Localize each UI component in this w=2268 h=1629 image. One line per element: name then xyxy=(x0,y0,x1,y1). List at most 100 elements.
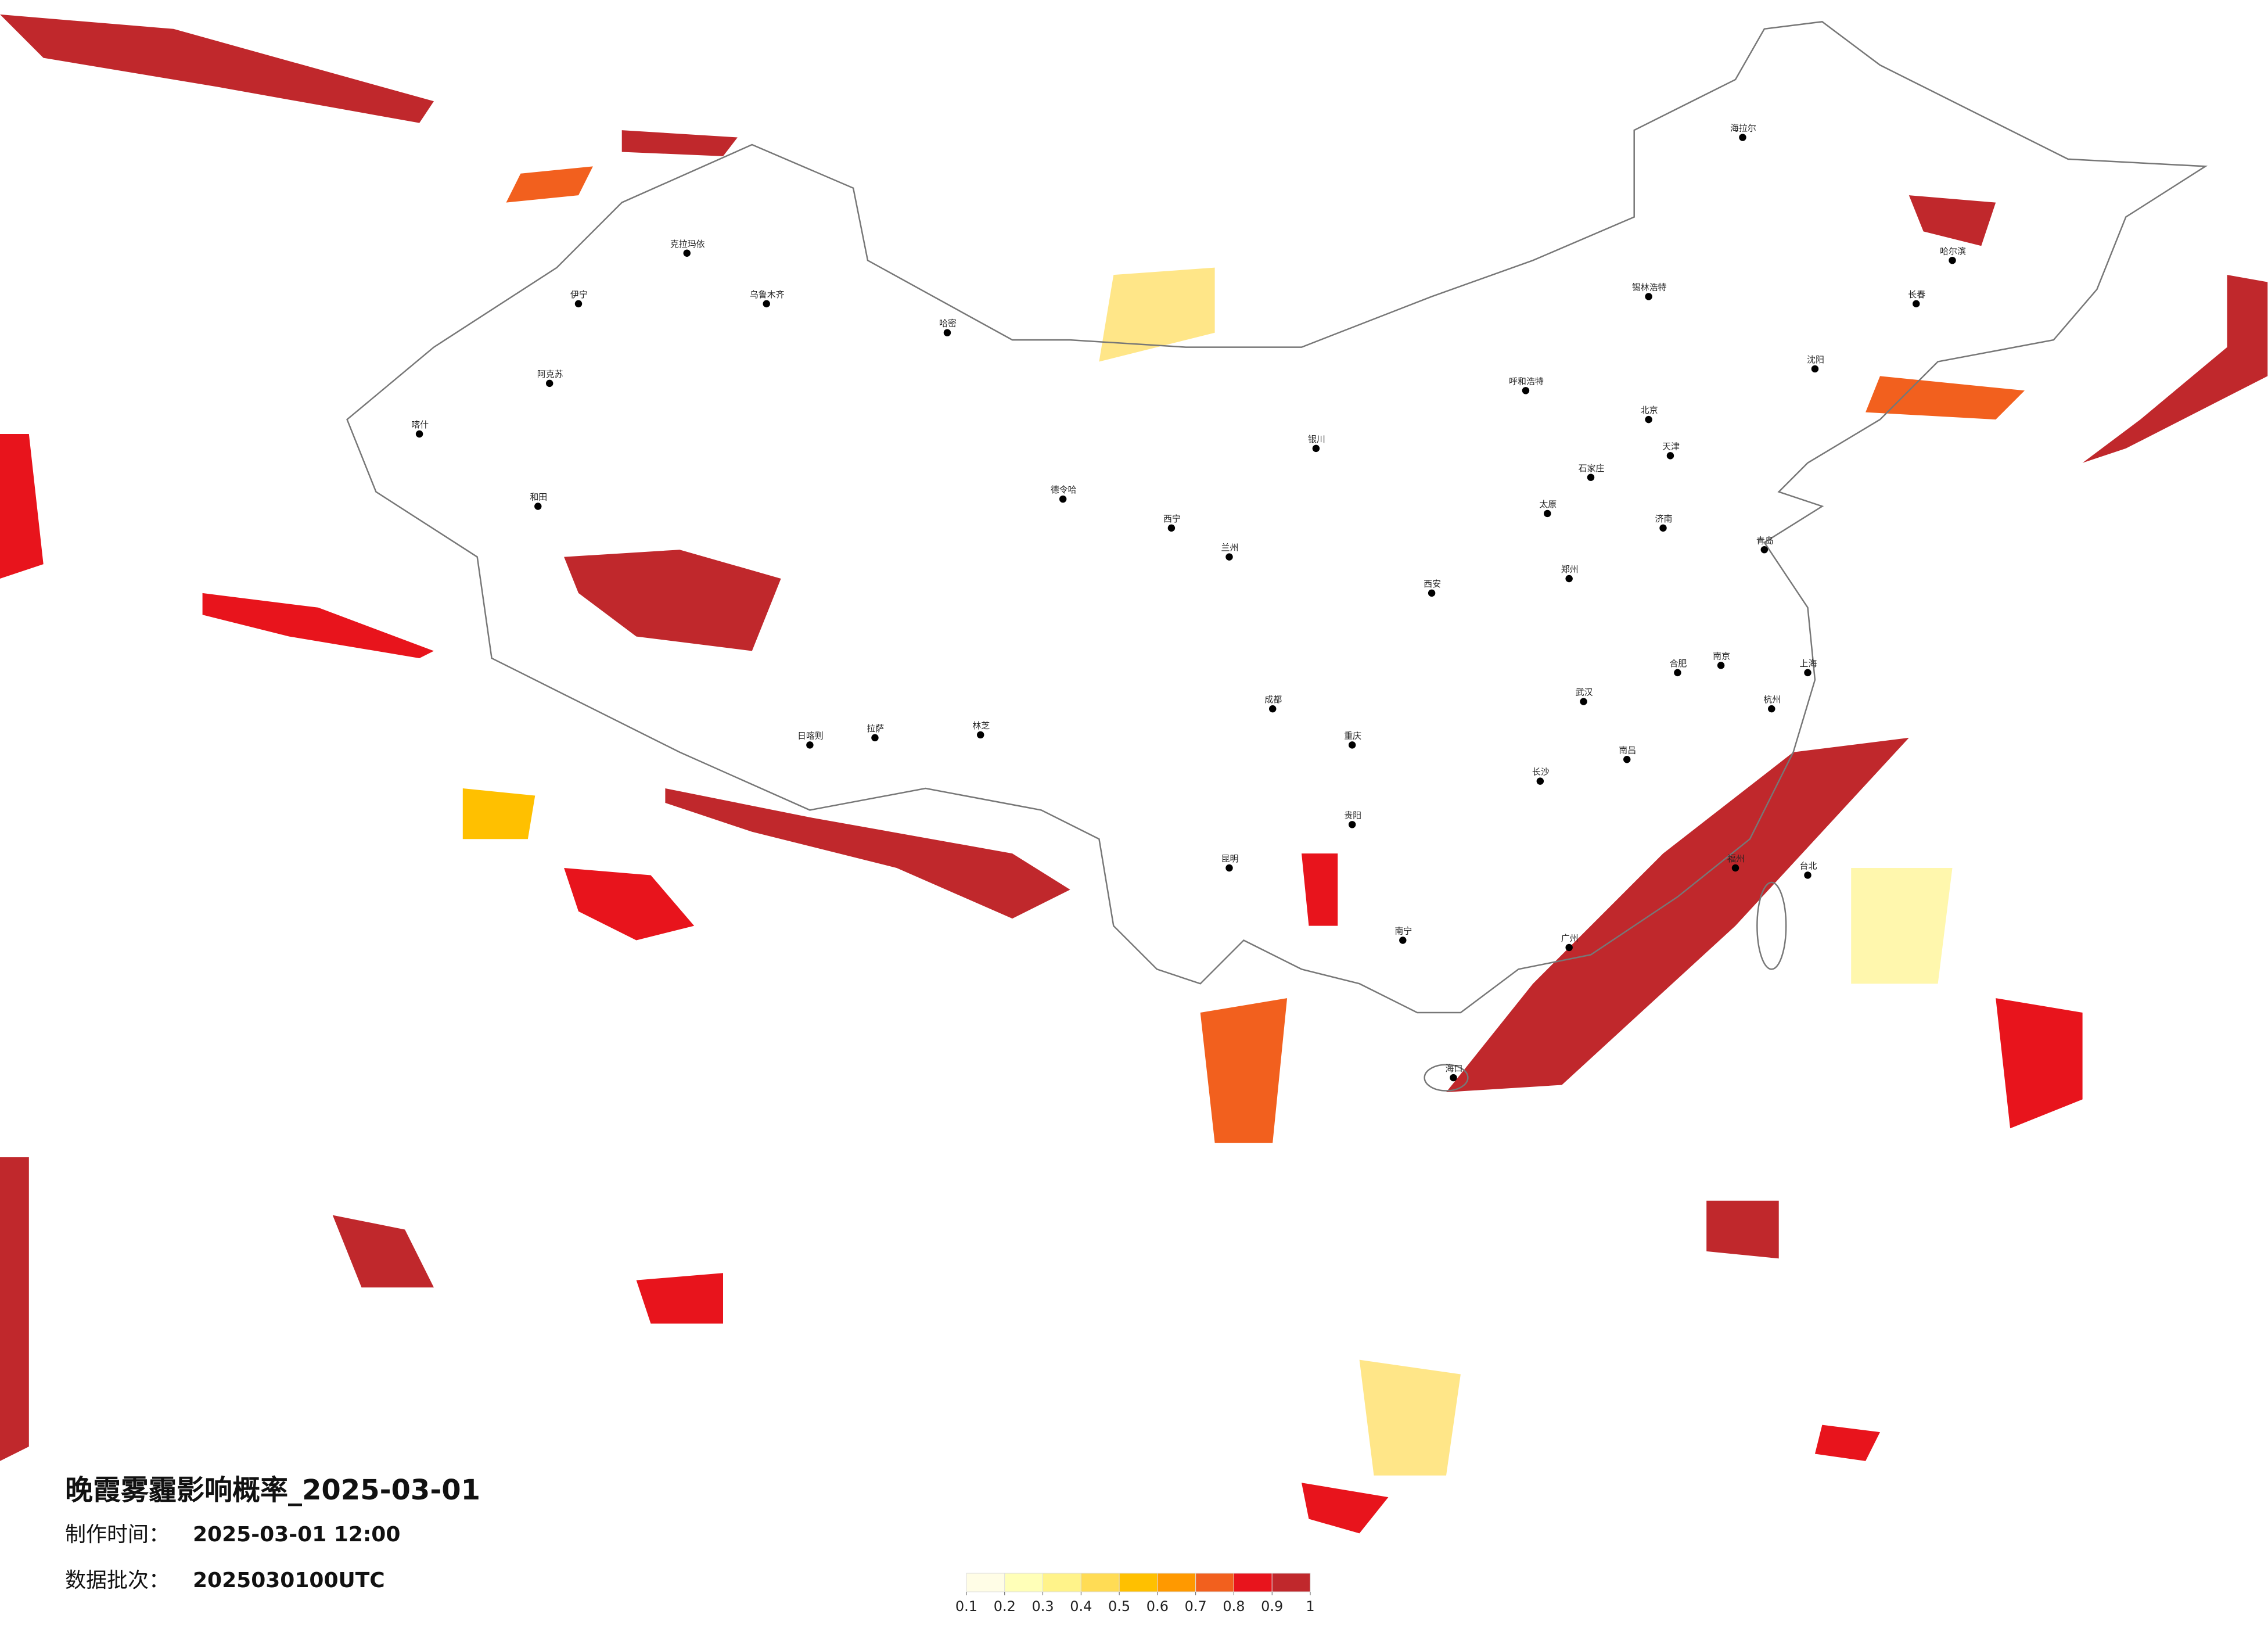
city-label: 台北 xyxy=(1800,861,1817,871)
haze xyxy=(1200,998,1288,1143)
city-label: 重庆 xyxy=(1344,730,1361,741)
haze xyxy=(1359,1359,1461,1476)
city-dot xyxy=(1580,698,1587,705)
haze xyxy=(1706,1200,1779,1259)
city-dot xyxy=(1760,546,1769,554)
production-time-label: 制作时间： xyxy=(65,1523,170,1547)
city-label: 林芝 xyxy=(972,720,990,731)
city-label: 克拉玛依 xyxy=(670,239,705,249)
city-dot xyxy=(943,329,951,336)
city-dot xyxy=(1804,871,1811,879)
legend-swatch xyxy=(1271,1573,1311,1592)
city-dot xyxy=(1949,256,1956,264)
legend: 0.1 0.2 0.3 0.4 0.5 0.6 0.7 0.8 0.9 1 xyxy=(955,1573,1315,1614)
city-label: 西安 xyxy=(1424,579,1441,589)
data-batch-label: 数据批次： xyxy=(65,1569,170,1592)
city-dot xyxy=(1544,509,1551,518)
city-dot xyxy=(1059,495,1067,503)
city-label: 乌鲁木齐 xyxy=(750,289,785,300)
city-label: 哈密 xyxy=(939,318,957,329)
haze xyxy=(0,1157,29,1461)
island-border xyxy=(1424,1064,1469,1092)
city-label: 石家庄 xyxy=(1579,463,1605,473)
haze xyxy=(506,166,593,203)
city-label: 广州 xyxy=(1561,933,1579,943)
city-label: 日喀则 xyxy=(797,730,824,741)
city-dot xyxy=(1565,575,1573,583)
city-label: 上海 xyxy=(1800,658,1817,669)
city-label: 兰州 xyxy=(1221,543,1239,553)
city-dot xyxy=(1428,589,1436,597)
city-label: 杭州 xyxy=(1763,694,1781,705)
legend-tick-label: 0.4 xyxy=(1070,1598,1092,1614)
legend-swatch xyxy=(1080,1573,1120,1592)
city-label: 青岛 xyxy=(1756,535,1774,546)
city-dot xyxy=(574,300,583,308)
haze xyxy=(332,1215,434,1288)
haze xyxy=(1908,195,1996,246)
city-dot xyxy=(683,249,691,257)
city-dot xyxy=(1225,864,1233,872)
city-label: 成都 xyxy=(1264,694,1282,705)
city-label: 福州 xyxy=(1727,853,1745,864)
city-label: 长沙 xyxy=(1532,767,1550,777)
city-label: 和田 xyxy=(530,492,547,503)
city-dot xyxy=(976,731,984,739)
city-label: 拉萨 xyxy=(867,723,885,734)
city-label: 天津 xyxy=(1662,441,1680,451)
legend-tick-label: 0.9 xyxy=(1261,1598,1283,1614)
haze xyxy=(1851,868,1953,984)
haze xyxy=(462,788,535,839)
city-dot xyxy=(1645,415,1652,424)
city-label: 沈阳 xyxy=(1807,354,1824,365)
legend-swatch xyxy=(1195,1573,1234,1592)
haze xyxy=(564,550,781,651)
city-label: 南昌 xyxy=(1619,745,1636,755)
production-time: 2025-03-01 12:00 xyxy=(193,1523,400,1547)
city-label: 锡林浩特 xyxy=(1632,282,1667,293)
country-border xyxy=(346,21,2208,1014)
city-dot xyxy=(415,430,423,438)
haze xyxy=(1814,1425,1880,1461)
city-dot xyxy=(1717,662,1725,669)
city-dot xyxy=(1645,293,1652,300)
haze xyxy=(202,593,434,658)
legend-tick-label: 0.6 xyxy=(1146,1598,1169,1614)
haze xyxy=(665,788,1070,919)
city-dot xyxy=(1659,524,1667,532)
city-dot xyxy=(1768,705,1775,713)
city-dot xyxy=(545,379,553,387)
city-dot xyxy=(1913,300,1920,308)
haze xyxy=(2082,275,2268,463)
city-dot xyxy=(1731,864,1739,872)
haze xyxy=(1302,853,1338,926)
city-dot xyxy=(871,734,879,742)
legend-tick-label: 0.5 xyxy=(1108,1598,1130,1614)
city-dot xyxy=(763,300,770,308)
legend-tick-label: 0.1 xyxy=(955,1598,977,1614)
city-dot xyxy=(1804,669,1811,677)
city-dot xyxy=(1739,134,1746,141)
city-dot xyxy=(1348,821,1356,828)
city-dot xyxy=(1312,444,1320,453)
haze xyxy=(1996,998,2083,1129)
city-dot xyxy=(1450,1074,1457,1082)
city-dot xyxy=(1623,756,1631,763)
city-label: 呼和浩特 xyxy=(1509,376,1544,386)
city-label: 海拉尔 xyxy=(1730,123,1756,134)
haze xyxy=(0,434,44,579)
city-label: 南京 xyxy=(1713,651,1730,661)
city-label: 银川 xyxy=(1308,434,1325,444)
city-dot xyxy=(534,503,542,510)
legend-tick-label: 0.8 xyxy=(1223,1598,1245,1614)
haze xyxy=(1866,376,2025,420)
city-label: 武汉 xyxy=(1576,687,1593,698)
city-dot xyxy=(1167,524,1176,532)
legend-tick-label: 0.3 xyxy=(1031,1598,1054,1614)
haze xyxy=(621,130,738,156)
city-label: 太原 xyxy=(1539,499,1557,509)
city-dot xyxy=(1674,669,1681,677)
city-label: 喀什 xyxy=(411,419,429,430)
